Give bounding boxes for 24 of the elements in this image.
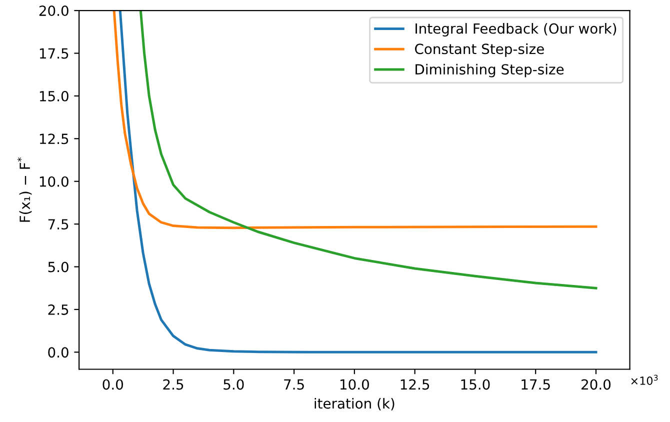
x-tick-label: 17.5 — [522, 379, 550, 390]
legend-label: Constant Step-size — [415, 43, 544, 57]
x-tick-label: 12.5 — [400, 379, 430, 390]
x-tick-label: 5.0 — [224, 379, 244, 390]
y-tick-label: 2.5 — [48, 304, 68, 315]
y-tick-label: 0.0 — [48, 347, 68, 358]
x-tick-label: 0.0 — [102, 379, 123, 390]
x-tick-label: 20.0 — [582, 379, 611, 390]
legend-label: Diminishing Step-size — [416, 64, 564, 78]
y-axis-title: F(x₁) − F$^{*}$ — [17, 157, 32, 222]
text: ×10$^{3}$ — [631, 374, 658, 385]
y-tick-label: 15.0 — [40, 90, 68, 102]
y-tick-label: 20.0 — [39, 6, 68, 16]
x-tick-label: 10.0 — [340, 379, 369, 390]
x-tick-label: 15.0 — [461, 379, 490, 390]
y-tick-label: 10.0 — [40, 176, 68, 187]
x-axis-title: iteration (k) — [314, 398, 394, 410]
y-tick-label: 12.5 — [40, 134, 68, 144]
x-tick-label: 2.5 — [163, 379, 184, 390]
y-tick-label: 5.0 — [48, 262, 68, 272]
x-tick-label: 7.5 — [284, 379, 304, 390]
legend-label: Integral Feedback (Our work) — [416, 23, 616, 36]
y-tick-label: 7.5 — [48, 219, 68, 230]
y-tick-label: 17.5 — [40, 48, 68, 59]
